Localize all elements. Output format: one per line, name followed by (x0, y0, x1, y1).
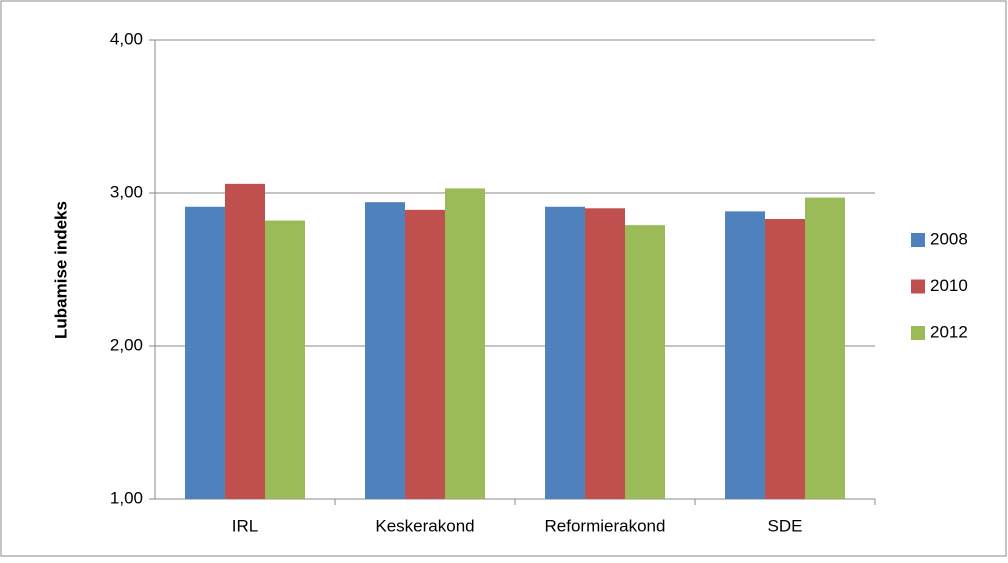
bar (185, 206, 225, 499)
y-tick-label: 4,00 (110, 29, 143, 48)
x-tick-label: IRL (232, 516, 258, 535)
bar (265, 220, 305, 500)
y-tick-label: 3,00 (110, 182, 143, 201)
bar (405, 209, 445, 499)
bar (765, 219, 805, 499)
x-tick-label: Keskerakond (375, 516, 474, 535)
x-tick-label: SDE (768, 516, 803, 535)
y-tick-label: 1,00 (110, 488, 143, 507)
bar (365, 202, 405, 499)
legend-swatch (911, 326, 925, 340)
legend-label: 2012 (930, 322, 968, 341)
legend-label: 2010 (930, 276, 968, 295)
x-tick-label: Reformierakond (545, 516, 666, 535)
bar (805, 197, 845, 499)
bar (445, 188, 485, 499)
y-axis-label: Lubamise indeks (51, 201, 70, 339)
legend-label: 2008 (930, 229, 968, 248)
bar (625, 225, 665, 499)
bar (585, 208, 625, 500)
bar (545, 206, 585, 499)
bar (225, 183, 265, 499)
legend-swatch (911, 233, 925, 247)
y-tick-label: 2,00 (110, 335, 143, 354)
legend-swatch (911, 279, 925, 294)
bar (725, 211, 765, 500)
